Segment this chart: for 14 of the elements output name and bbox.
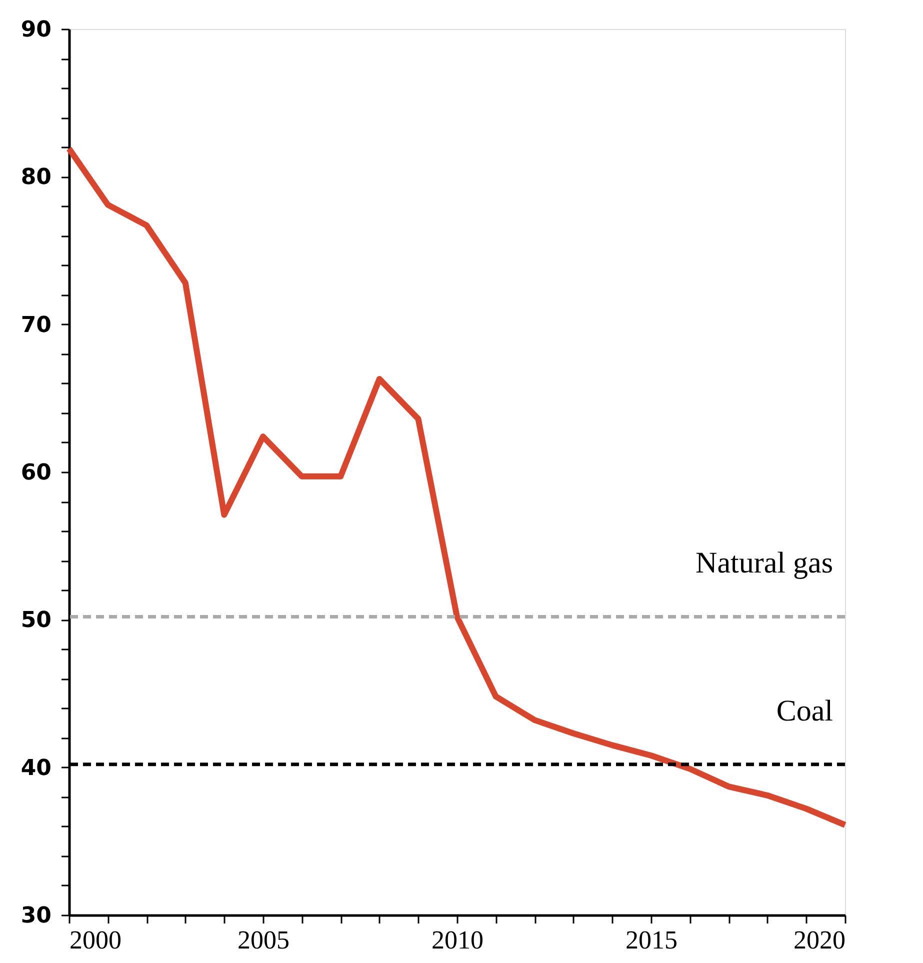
x-tick-label: 2000 — [70, 926, 122, 954]
x-tick-label: 2015 — [626, 926, 678, 954]
y-tick-label: 50 — [20, 608, 52, 634]
y-tick-label: 30 — [20, 904, 52, 928]
y-tick-label: 40 — [20, 756, 52, 781]
x-tick-label: 2005 — [238, 926, 290, 954]
ref-line-label: Natural gas — [696, 546, 833, 580]
y-tick-label: 70 — [20, 312, 52, 338]
x-tick-label: 2020 — [794, 926, 846, 954]
x-tick-label: 2010 — [432, 926, 484, 954]
y-tick-label: 90 — [20, 18, 52, 42]
y-tick-label: 60 — [20, 460, 52, 486]
ref-line-label: Coal — [776, 694, 833, 728]
y-tick-label: 80 — [20, 165, 52, 190]
